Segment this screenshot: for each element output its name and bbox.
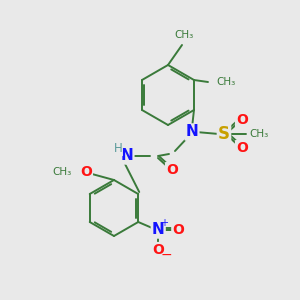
Text: O: O (236, 141, 248, 155)
Text: H: H (114, 142, 122, 155)
Text: N: N (121, 148, 134, 164)
Text: O: O (152, 243, 164, 257)
Text: CH₃: CH₃ (174, 30, 194, 40)
Text: S: S (218, 125, 230, 143)
Text: O: O (80, 165, 92, 179)
Text: O: O (172, 223, 184, 237)
Text: N: N (152, 223, 165, 238)
Text: CH₃: CH₃ (249, 129, 268, 139)
Text: +: + (160, 218, 168, 228)
Text: CH₃: CH₃ (53, 167, 72, 177)
Text: CH₃: CH₃ (216, 77, 235, 87)
Text: O: O (166, 163, 178, 177)
Text: N: N (186, 124, 198, 140)
Text: −: − (160, 248, 172, 262)
Text: O: O (236, 113, 248, 127)
